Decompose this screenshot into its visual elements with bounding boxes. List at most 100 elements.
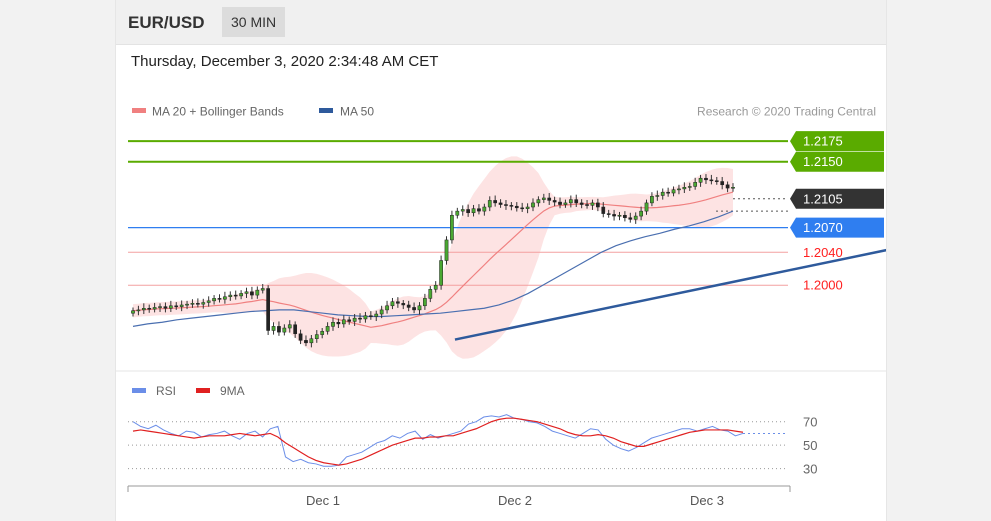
candle-body [428,289,433,299]
level-tag-bg [790,188,884,209]
level-lines [128,140,788,286]
symbol-label: EUR/USD [128,13,205,32]
candle-body [174,305,179,308]
candle-body [487,200,492,208]
ma20-legend-label: MA 20 + Bollinger Bands [152,105,284,119]
candle-body [655,195,660,197]
candle-body [314,334,319,339]
candle-body [298,333,303,341]
candle-body [287,324,292,329]
candle-body [223,296,227,300]
x-tick-label: Dec 2 [498,493,532,508]
candle-body [406,304,411,308]
candle-body [206,300,211,303]
level-tag-text: 1.2000 [803,278,843,293]
x-tick-label: Dec 3 [690,493,724,508]
candle-body [574,199,579,204]
candle-body [168,305,173,309]
candle-body [682,187,687,190]
candle-body [628,217,633,220]
candle-body [714,180,719,182]
candle-body [444,239,449,261]
candle-body [596,202,600,208]
ma50-legend-label: MA 50 [340,105,374,119]
research-credit: Research © 2020 Trading Central [697,105,876,119]
candle-body [633,215,638,220]
candle-body [185,303,189,306]
ma20-line [132,191,734,328]
candle-body [358,317,362,320]
candle-body [666,191,670,194]
candle-body [309,338,314,344]
timeframe-button[interactable]: 30 MIN [222,7,286,37]
uptrend-line [454,248,886,341]
rsi-level-label: 70 [803,415,817,430]
candle-body [136,309,141,312]
candle-body [644,202,649,212]
candle-body [471,208,476,214]
candle-body [531,202,535,208]
candle-body [498,202,503,205]
candle-body [693,182,698,187]
candle-body [352,317,357,322]
candle-body [201,302,206,305]
candle-body [347,319,352,322]
ma20-legend-swatch [132,108,146,113]
candle-body [304,340,308,344]
candle-body [450,214,454,241]
candle-body [368,315,373,317]
candlesticks [131,174,735,348]
rsi-level-label: 50 [803,438,817,453]
candle-body [152,307,157,310]
level-tag-bg [790,217,884,238]
candle-body [660,191,665,196]
x-tick-label: Dec 1 [306,493,340,508]
level-tag-text: 1.2175 [803,134,843,149]
candle-body [650,196,654,204]
candle-body [282,327,287,333]
candle-body [504,204,508,206]
ma50-line [132,210,734,327]
rsi-level-label: 30 [803,462,817,477]
candle-body [417,305,422,311]
candle-body [196,303,200,305]
candle-body [558,201,562,205]
ma50-legend-swatch [319,108,333,113]
rsi-legend-label: RSI [156,384,176,398]
level-tag-text: 1.2150 [803,154,843,169]
level-tags: 1.2175 1.2150 1.2105 1.2070 1.2040 1.2000 [790,131,884,293]
candle-body [606,213,611,215]
candle-body [244,291,249,294]
candle-body [477,208,481,212]
candle-body [466,209,470,214]
candle-body [455,210,460,216]
candle-body [509,205,514,207]
candle-body [325,326,330,332]
ma9-legend-swatch [196,388,210,393]
trend-lines [454,248,886,341]
candle-body [228,294,233,297]
candle-body [163,306,168,309]
candle-body [493,200,498,204]
candle-body [320,331,325,335]
candle-body [250,291,254,296]
candle-body [260,288,265,291]
candle-body [720,181,725,186]
candle-body [412,307,416,311]
candle-body [552,200,557,203]
candle-body [141,308,146,311]
candle-body [233,294,238,297]
candle-body [677,188,681,191]
candle-body [374,313,379,317]
level-tag-bg [790,151,884,172]
moving-averages [132,191,734,328]
candle-body [385,305,389,311]
level-tag-text: 1.2070 [803,220,843,235]
candle-body [671,189,676,194]
chart-datetime: Thursday, December 3, 2020 2:34:48 AM CE… [131,53,439,70]
candle-body [341,319,346,325]
candle-body [547,197,552,201]
candle-body [401,303,406,306]
rsi-ma9-line [132,417,744,466]
candle-body [585,204,589,206]
